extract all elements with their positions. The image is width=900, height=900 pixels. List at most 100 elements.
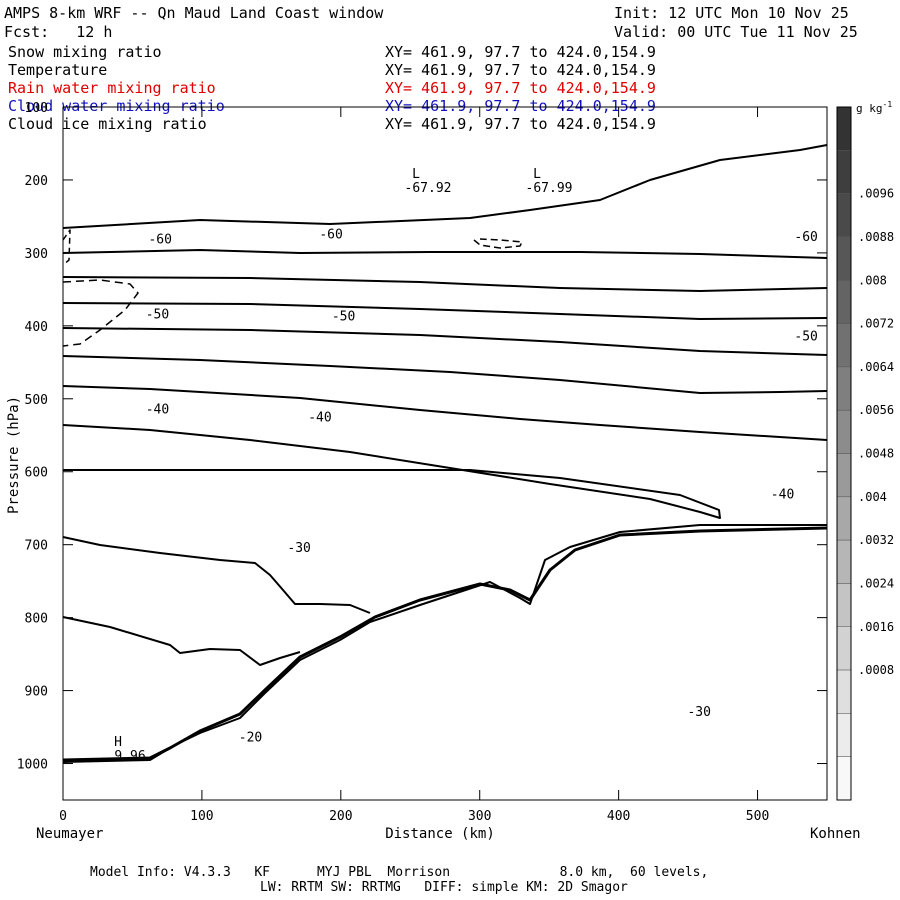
terrain-contour [62, 526, 828, 762]
y-tick-label: 400 [25, 320, 48, 335]
colorbar-label: .0048 [858, 447, 894, 461]
y-tick-label: 200 [25, 174, 48, 189]
field-coordinates: XY= 461.9, 97.7 to 424.0,154.9 [385, 43, 656, 61]
temperature-contour [62, 327, 828, 356]
x-tick-label: 500 [746, 809, 769, 824]
extremum-type: L [533, 167, 541, 182]
colorbar-swatch [836, 453, 852, 498]
cloud-ice-contour [473, 238, 523, 249]
plot-frame [62, 106, 828, 801]
right-endpoint-label: Kohnen [810, 826, 861, 842]
colorbar-swatch [836, 409, 852, 454]
colorbar-label: .0064 [858, 360, 894, 374]
x-tick-label: 300 [468, 809, 491, 824]
y-tick-label: 300 [25, 247, 48, 262]
field-name: Cloud water mixing ratio [8, 97, 225, 115]
temperature-label: -40 [308, 410, 331, 425]
colorbar-label: .0016 [858, 620, 894, 634]
valid-time: Valid: 00 UTC Tue 11 Nov 25 [614, 23, 858, 41]
y-tick-label: 900 [25, 685, 48, 700]
temperature-label: -50 [794, 329, 817, 344]
colorbar-swatch [836, 669, 852, 714]
extremum-value: 9.96 [114, 749, 145, 764]
y-tick-label: 100 [25, 101, 48, 116]
colorbar-swatch [836, 193, 852, 238]
temperature-label: -60 [148, 232, 171, 247]
temperature-contour [62, 276, 828, 292]
colorbar-label: .0072 [858, 317, 894, 331]
colorbar-label: .0032 [858, 533, 894, 547]
temperature-contour [62, 536, 371, 614]
temperature-contour [62, 302, 828, 320]
colorbar-unit: g kg-1 [856, 100, 892, 115]
field-coordinates: XY= 461.9, 97.7 to 424.0,154.9 [385, 97, 656, 115]
y-tick-label: 800 [25, 612, 48, 627]
field-coordinates: XY= 461.9, 97.7 to 424.0,154.9 [385, 115, 656, 133]
colorbar-swatch [836, 280, 852, 324]
colorbar-frame [836, 106, 852, 801]
temperature-label: -30 [287, 541, 310, 556]
colorbar-swatch [836, 150, 852, 194]
x-tick-label: 200 [329, 809, 352, 824]
temperature-contour [62, 249, 828, 259]
temperature-label: -50 [146, 308, 169, 323]
field-name: Cloud ice mixing ratio [8, 115, 207, 133]
colorbar-swatch [836, 366, 852, 411]
temperature-contour [62, 524, 827, 763]
x-axis-label: Distance (km) [385, 826, 495, 842]
colorbar-swatch [836, 756, 852, 801]
colorbar-swatch [836, 539, 852, 584]
temperature-contour [62, 385, 828, 441]
colorbar-swatch [836, 713, 852, 757]
init-time: Init: 12 UTC Mon 10 Nov 25 [614, 4, 849, 22]
extremum-type: H [114, 735, 122, 750]
x-tick-label: 100 [190, 809, 213, 824]
cloud-ice-contour [62, 279, 139, 347]
extremum-value: -67.92 [405, 181, 452, 196]
temperature-label: -60 [794, 230, 817, 245]
left-endpoint-label: Neumayer [36, 826, 103, 842]
y-tick-label: 700 [25, 539, 48, 554]
temperature-contour [62, 144, 828, 229]
field-name: Temperature [8, 61, 108, 79]
temperature-label: -40 [771, 488, 794, 503]
extremum-type: L [412, 167, 420, 182]
colorbar-label: .0088 [858, 230, 894, 244]
colorbar-label: .0056 [858, 403, 894, 417]
extremum-value: -67.99 [526, 181, 573, 196]
colorbar-label: .0008 [858, 663, 894, 677]
colorbar-swatch [836, 626, 852, 671]
colorbar-label: .0096 [858, 187, 894, 201]
forecast-hour: Fcst: 12 h [4, 23, 113, 41]
temperature-contour [62, 355, 828, 394]
colorbar-label: .004 [858, 490, 887, 504]
temperature-contour [62, 616, 301, 666]
temperature-label: -30 [687, 705, 710, 720]
field-name: Rain water mixing ratio [8, 79, 216, 97]
colorbar-swatch [836, 583, 852, 627]
colorbar-swatch [836, 106, 852, 151]
chart-title: AMPS 8-km WRF -- Qn Maud Land Coast wind… [4, 4, 384, 22]
field-name: Snow mixing ratio [8, 43, 162, 61]
colorbar-swatch [836, 323, 852, 368]
footer-model-info: Model Info: V4.3.3 KF MYJ PBL Morrison 8… [90, 865, 709, 880]
temperature-label: -60 [319, 227, 342, 242]
temperature-contour [62, 424, 721, 519]
y-tick-label: 500 [25, 393, 48, 408]
field-coordinates: XY= 461.9, 97.7 to 424.0,154.9 [385, 61, 656, 79]
temperature-label: -40 [146, 402, 169, 417]
temperature-label: -50 [332, 310, 355, 325]
cloud-ice-contour [62, 229, 71, 266]
x-tick-label: 0 [59, 809, 67, 824]
colorbar-swatch [836, 236, 852, 281]
x-tick-label: 400 [607, 809, 630, 824]
field-coordinates: XY= 461.9, 97.7 to 424.0,154.9 [385, 79, 656, 97]
y-tick-label: 600 [25, 466, 48, 481]
y-tick-label: 1000 [17, 758, 48, 773]
temperature-label: -20 [239, 731, 262, 746]
colorbar-label: .0024 [858, 576, 894, 590]
colorbar-swatch [836, 496, 852, 541]
y-axis-label: Pressure (hPa) [6, 396, 22, 514]
colorbar-label: .008 [858, 273, 887, 287]
